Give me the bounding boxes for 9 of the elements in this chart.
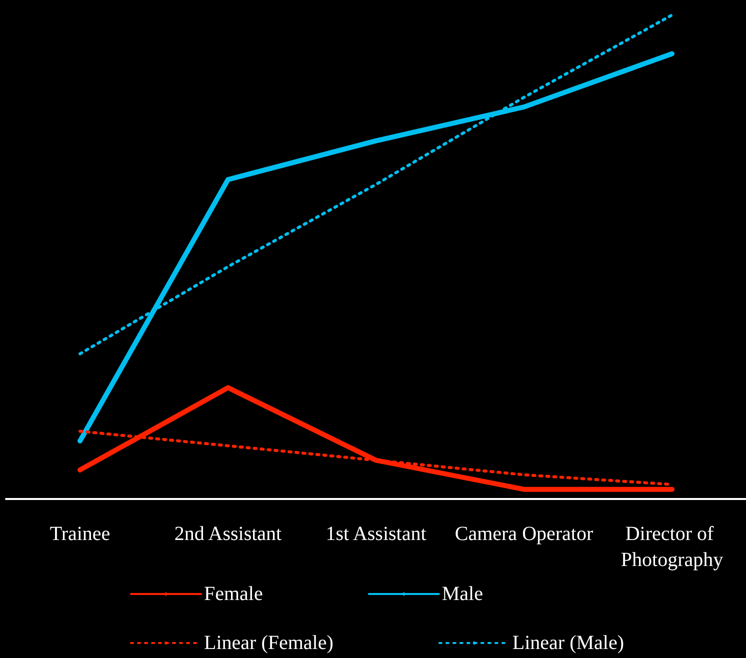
x-tick-label: Director of Photography [620, 523, 724, 571]
x-tick-label: Trainee [50, 523, 110, 545]
x-tick-label: 1st Assistant [326, 523, 427, 545]
x-tick-label: Camera Operator [454, 523, 594, 545]
x-tick-label: 2nd Assistant [174, 523, 282, 545]
legend-label: Linear (Female) [204, 632, 334, 654]
legend-label: Male [442, 583, 484, 605]
legend-label: Female [204, 583, 263, 605]
legend-label: Linear (Male) [512, 632, 624, 654]
